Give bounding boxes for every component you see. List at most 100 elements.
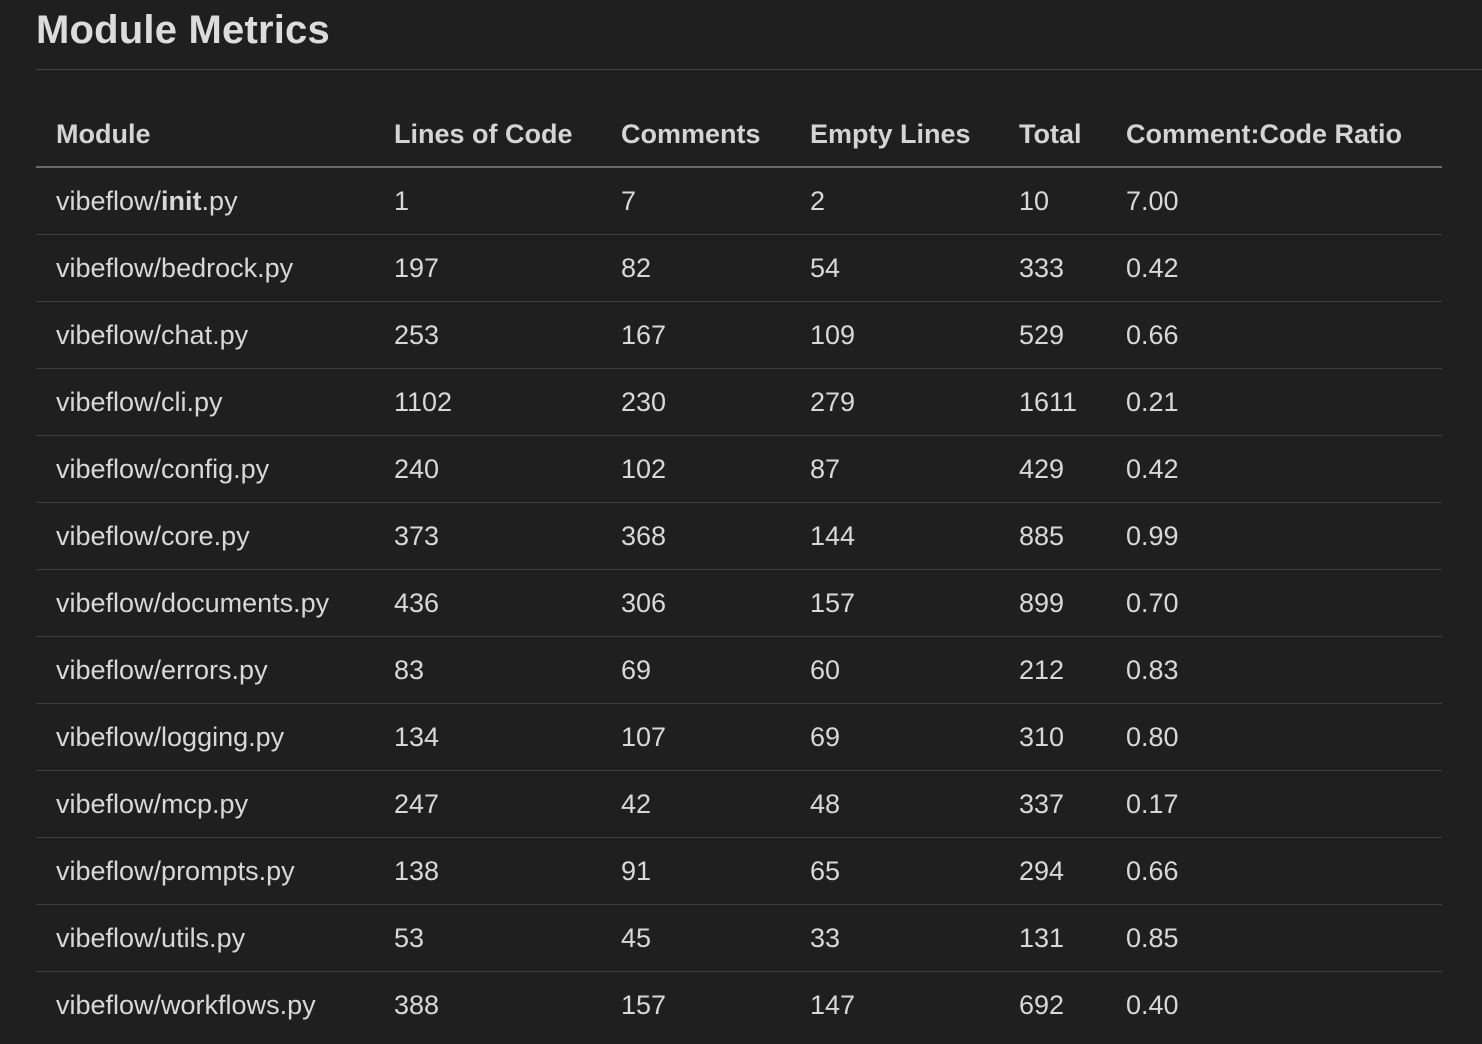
cell-comment-code-ratio: 0.80 xyxy=(1106,703,1442,771)
cell-empty-lines: 87 xyxy=(790,435,999,503)
page-title: Module Metrics xyxy=(36,8,330,52)
cell-module: vibeflow/init.py xyxy=(36,167,374,235)
table-body: vibeflow/init.py 1 7 2 10 7.00 vibeflow/… xyxy=(36,167,1442,1038)
table-row: vibeflow/cli.py 1102 230 279 1611 0.21 xyxy=(36,368,1442,436)
cell-total: 529 xyxy=(999,301,1106,369)
cell-comments: 7 xyxy=(601,167,790,235)
cell-lines-of-code: 1 xyxy=(374,167,601,235)
table-row: vibeflow/bedrock.py 197 82 54 333 0.42 xyxy=(36,234,1442,302)
cell-lines-of-code: 253 xyxy=(374,301,601,369)
cell-lines-of-code: 138 xyxy=(374,837,601,905)
cell-comments: 167 xyxy=(601,301,790,369)
cell-total: 131 xyxy=(999,904,1106,972)
cell-comments: 82 xyxy=(601,234,790,302)
table-row: vibeflow/config.py 240 102 87 429 0.42 xyxy=(36,435,1442,503)
cell-empty-lines: 69 xyxy=(790,703,999,771)
cell-total: 692 xyxy=(1019,989,1065,1020)
cell-comment-code-ratio: 0.99 xyxy=(1106,502,1442,570)
cell-module: vibeflow/mcp.py xyxy=(36,770,374,838)
cell-lines-of-code: 240 xyxy=(374,435,601,503)
cell-lines-of-code: 436 xyxy=(374,569,601,637)
cell-comments: 45 xyxy=(601,904,790,972)
cell-comments: 69 xyxy=(601,636,790,704)
cell-comment-code-ratio: 0.42 xyxy=(1106,435,1442,503)
cell-comment-code-ratio: 0.17 xyxy=(1106,770,1442,838)
header-row: Module Lines of Code Comments Empty Line… xyxy=(36,102,1442,168)
cell-module: vibeflow/core.py xyxy=(36,502,374,570)
cell-total: 337 xyxy=(999,770,1106,838)
cell-module: vibeflow/documents.py xyxy=(36,569,374,637)
cell-empty-lines: 147 xyxy=(810,989,856,1020)
cell-comments: 42 xyxy=(601,770,790,838)
header-comment-code-ratio: Comment:Code Ratio xyxy=(1106,102,1442,168)
cell-comment-code-ratio: 0.85 xyxy=(1106,904,1442,972)
cell-module: vibeflow/config.py xyxy=(36,435,374,503)
cell-empty-lines: 54 xyxy=(790,234,999,302)
cell-total: 899 xyxy=(999,569,1106,637)
cell-total: 310 xyxy=(999,703,1106,771)
cell-comment-code-ratio: 0.66 xyxy=(1106,837,1442,905)
title-divider xyxy=(36,69,1482,70)
cell-total: 294 xyxy=(999,837,1106,905)
cell-empty-lines: 144 xyxy=(790,502,999,570)
cell-module: vibeflow/logging.py xyxy=(36,703,374,771)
cell-module: vibeflow/chat.py xyxy=(36,301,374,369)
table-row: vibeflow/utils.py 53 45 33 131 0.85 xyxy=(36,904,1442,972)
cell-comment-code-ratio: 7.00 xyxy=(1106,167,1442,235)
cell-comments: 102 xyxy=(601,435,790,503)
module-suffix: .py xyxy=(201,185,238,216)
cell-lines-of-code: 247 xyxy=(374,770,601,838)
header-total: Total xyxy=(999,102,1106,168)
cell-comment-code-ratio: 0.40 xyxy=(1126,989,1179,1020)
cell-lines-of-code: 197 xyxy=(374,234,601,302)
cell-comments: 91 xyxy=(601,837,790,905)
cell-empty-lines: 33 xyxy=(790,904,999,972)
cell-total: 1611 xyxy=(999,368,1106,436)
cell-empty-lines: 48 xyxy=(790,770,999,838)
table-row: vibeflow/documents.py 436 306 157 899 0.70 xyxy=(36,569,1442,637)
cell-lines-of-code: 134 xyxy=(374,703,601,771)
cell-comments: 157 xyxy=(621,989,667,1020)
cell-total: 333 xyxy=(999,234,1106,302)
cell-empty-lines: 157 xyxy=(790,569,999,637)
cell-lines-of-code: 1102 xyxy=(374,368,601,436)
cell-empty-lines: 65 xyxy=(790,837,999,905)
table-row: vibeflow/init.py 1 7 2 10 7.00 xyxy=(36,167,1442,235)
table-row: vibeflow/logging.py 134 107 69 310 0.80 xyxy=(36,703,1442,771)
cell-module: vibeflow/errors.py xyxy=(36,636,374,704)
cell-lines-of-code: 388 xyxy=(394,989,440,1020)
cell-total: 10 xyxy=(999,167,1106,235)
module-prefix: vibeflow/ xyxy=(56,185,162,216)
cell-comments: 368 xyxy=(601,502,790,570)
table-header: Module Lines of Code Comments Empty Line… xyxy=(36,102,1442,168)
cell-empty-lines: 279 xyxy=(790,368,999,436)
cell-comment-code-ratio: 0.70 xyxy=(1106,569,1442,637)
cell-module: vibeflow/prompts.py xyxy=(36,837,374,905)
cell-comments: 107 xyxy=(601,703,790,771)
table-row: vibeflow/errors.py 83 69 60 212 0.83 xyxy=(36,636,1442,704)
cell-lines-of-code: 53 xyxy=(374,904,601,972)
table-row: vibeflow/prompts.py 138 91 65 294 0.66 xyxy=(36,837,1442,905)
table-row: vibeflow/chat.py 253 167 109 529 0.66 xyxy=(36,301,1442,369)
cell-total: 212 xyxy=(999,636,1106,704)
header-empty-lines: Empty Lines xyxy=(790,102,999,168)
header-module: Module xyxy=(36,102,374,168)
cell-total: 885 xyxy=(999,502,1106,570)
module-metrics-table: Module Lines of Code Comments Empty Line… xyxy=(36,102,1442,1038)
cell-comment-code-ratio: 0.66 xyxy=(1106,301,1442,369)
table-row: vibeflow/workflows.py 388 157 147 692 0.40 xyxy=(36,972,1442,1039)
cell-lines-of-code: 373 xyxy=(374,502,601,570)
header-lines-of-code: Lines of Code xyxy=(374,102,601,168)
cell-module: vibeflow/utils.py xyxy=(36,904,374,972)
cell-module: vibeflow/cli.py xyxy=(36,368,374,436)
cell-comment-code-ratio: 0.83 xyxy=(1106,636,1442,704)
cell-total: 429 xyxy=(999,435,1106,503)
module-bold-name: init xyxy=(161,185,202,216)
cell-comments: 306 xyxy=(601,569,790,637)
cell-empty-lines: 2 xyxy=(790,167,999,235)
cell-empty-lines: 109 xyxy=(790,301,999,369)
cell-comment-code-ratio: 0.21 xyxy=(1106,368,1442,436)
table-row: vibeflow/core.py 373 368 144 885 0.99 xyxy=(36,502,1442,570)
cell-comments: 230 xyxy=(601,368,790,436)
cell-empty-lines: 60 xyxy=(790,636,999,704)
